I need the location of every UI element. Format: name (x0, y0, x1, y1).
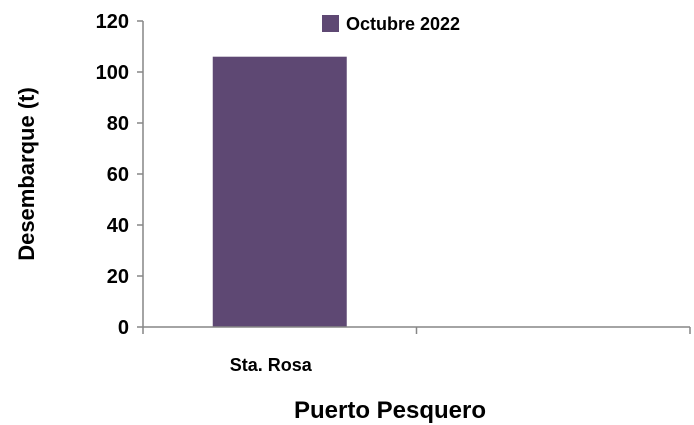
bar-sta-rosa (212, 56, 347, 327)
bars-layer (212, 56, 347, 327)
legend: Octubre 2022 (322, 14, 460, 34)
legend-swatch (322, 15, 339, 32)
x-tick-label: Sta. Rosa (230, 355, 313, 375)
y-tick-label: 20 (107, 266, 129, 288)
y-tick-label: 80 (107, 113, 129, 135)
y-tick-label: 120 (96, 11, 129, 33)
y-tick-label: 40 (107, 215, 129, 237)
axes-layer: 0 20 40 60 80 100 120 Sta. Rosa (96, 11, 691, 375)
y-tick-label: 60 (107, 164, 129, 186)
y-tick-label: 100 (96, 62, 129, 84)
y-tick-label: 0 (118, 317, 129, 339)
x-axis-title: Puerto Pesquero (294, 397, 486, 424)
y-axis-title: Desembarque (t) (14, 87, 39, 261)
legend-label: Octubre 2022 (346, 14, 460, 34)
